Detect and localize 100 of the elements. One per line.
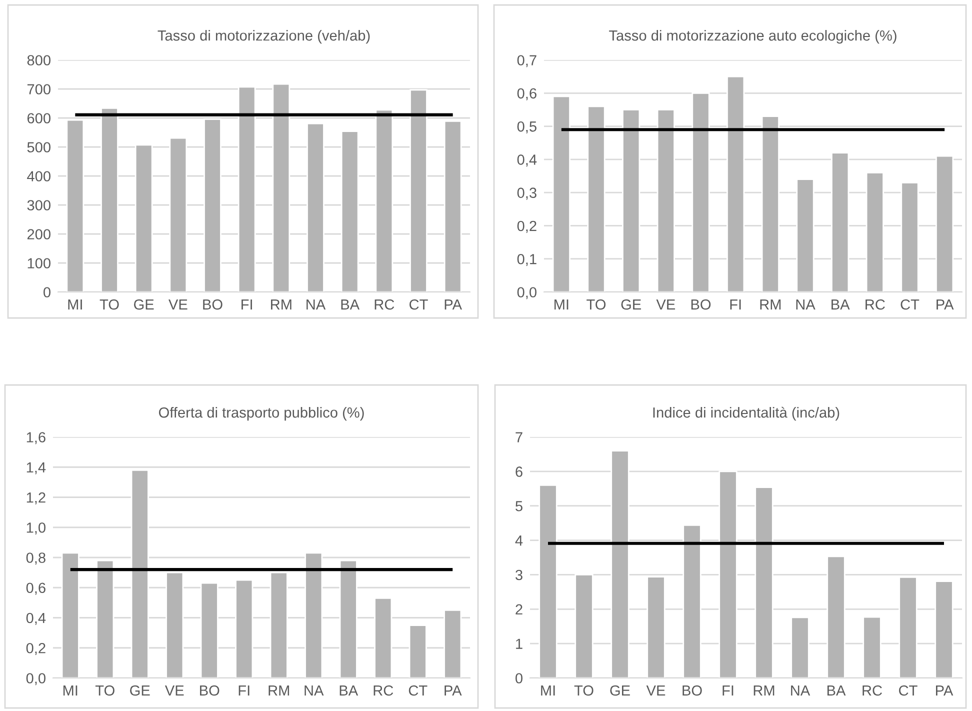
y-tick-label: 0,7 [517, 55, 536, 68]
y-tick-label: 0,4 [517, 154, 537, 167]
bar [96, 560, 114, 678]
y-tick-label: 0,5 [517, 121, 536, 134]
x-tick-label: GE [621, 299, 641, 310]
x-tick-label: VE [168, 299, 188, 310]
bar [304, 552, 323, 678]
y-tick-label: 5 [516, 501, 522, 512]
x-tick-label: PA [936, 685, 954, 696]
x-tick-label: FI [242, 299, 252, 310]
y-tick-label: 1 [516, 638, 522, 649]
bar [306, 122, 324, 292]
bar [200, 582, 218, 678]
x-tick-label: BO [691, 299, 711, 310]
x-tick-label: RM [760, 299, 781, 310]
y-tick-label: 100 [28, 258, 50, 268]
x-tick-label: CT [410, 299, 428, 310]
bar [610, 450, 630, 678]
x-tick-label: MI [554, 299, 568, 310]
bar [444, 120, 462, 292]
x-tick-label: MI [68, 299, 82, 310]
bar [826, 556, 846, 678]
y-tick-label: 0,8 [26, 552, 46, 565]
chart-title: Tasso di motorizzazione auto ecologiche (%) [609, 30, 896, 44]
bar [204, 118, 222, 292]
y-tick-label: 0 [516, 673, 522, 684]
bar [61, 552, 80, 678]
bar [238, 86, 256, 292]
y-tick-label: 1,6 [26, 432, 46, 444]
y-tick-label: 2 [516, 604, 522, 614]
y-tick-label: 0,0 [26, 673, 46, 686]
bar [408, 624, 427, 678]
y-tick-label: 0,0 [517, 287, 536, 300]
bar [166, 572, 184, 678]
y-tick-label: 200 [27, 229, 50, 240]
y-tick-label: 600 [27, 113, 50, 124]
x-tick-label: CT [900, 299, 920, 310]
y-tick-label: 0,4 [26, 612, 46, 625]
bar [587, 106, 606, 292]
y-tick-label: 800 [27, 55, 50, 66]
x-tick-label: TO [100, 299, 119, 310]
x-tick-label: TO [95, 685, 114, 696]
bar [862, 616, 882, 678]
x-tick-label: GE [130, 685, 150, 696]
x-tick-label: RC [866, 299, 885, 310]
x-tick-label: FI [722, 685, 734, 696]
bar [796, 178, 814, 292]
x-tick-label: NA [796, 299, 816, 310]
y-tick-label: 400 [27, 171, 50, 182]
bar [646, 576, 666, 678]
y-tick-label: 700 [27, 84, 50, 94]
x-tick-label: BO [682, 685, 702, 696]
y-tick-label: 0,3 [517, 188, 536, 200]
x-tick-label: RC [862, 685, 882, 696]
x-tick-label: BA [827, 685, 846, 696]
bar [790, 616, 810, 678]
bar [538, 484, 558, 678]
x-tick-label: RM [271, 299, 292, 310]
y-tick-label: 3 [516, 570, 522, 580]
bar [761, 116, 780, 292]
y-tick-label: 6 [516, 466, 522, 477]
bar [100, 107, 118, 292]
bar [66, 119, 84, 292]
x-tick-label: TO [574, 685, 594, 696]
bar [934, 580, 954, 678]
chart-title: Indice di incidentalità (inc/ab) [653, 406, 840, 421]
bar [692, 92, 710, 292]
x-tick-label: VE [164, 685, 184, 696]
bar [375, 109, 394, 292]
bar [339, 560, 358, 678]
x-tick-label: FI [238, 685, 250, 696]
x-tick-label: RM [754, 685, 774, 696]
x-tick-label: PA [936, 299, 954, 310]
x-tick-label: TO [586, 299, 606, 310]
x-tick-label: PA [444, 685, 462, 696]
y-tick-label: 1,4 [26, 462, 46, 474]
bar [134, 144, 153, 292]
x-tick-label: RC [374, 299, 394, 310]
bar [574, 574, 594, 678]
x-tick-label: VE [656, 299, 676, 310]
x-tick-label: NA [791, 685, 810, 696]
x-tick-label: GE [610, 685, 630, 696]
bar [900, 182, 919, 292]
y-tick-label: 0,6 [26, 582, 46, 595]
bar [682, 524, 702, 678]
chart-title: Tasso di motorizzazione (veh/ab) [158, 30, 370, 44]
x-tick-label: FI [730, 299, 741, 310]
x-tick-label: GE [134, 299, 154, 310]
bar [656, 109, 675, 292]
y-tick-label: 1,2 [26, 492, 46, 504]
y-tick-label: 0,2 [26, 642, 46, 656]
x-tick-label: VE [646, 685, 666, 696]
y-tick-label: 0 [44, 287, 50, 298]
x-tick-label: RM [268, 685, 290, 696]
bar [444, 610, 462, 678]
x-tick-label: CT [899, 685, 918, 696]
bar [340, 130, 359, 292]
y-tick-label: 7 [516, 432, 522, 442]
y-tick-label: 0,1 [517, 254, 536, 266]
bar [726, 76, 745, 292]
